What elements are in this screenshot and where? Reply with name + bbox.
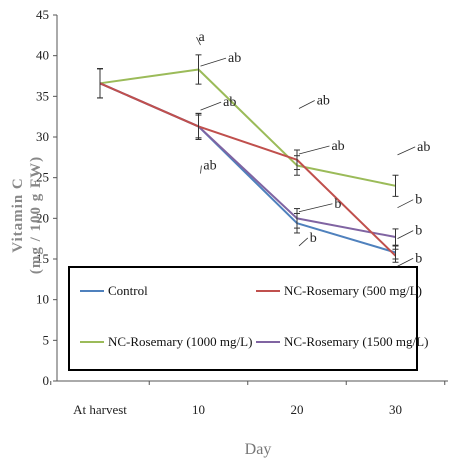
series-line (99, 82, 396, 239)
y-axis-label-line1: Vitamin C (10, 177, 26, 253)
y-axis-label: Vitamin C (mg / 100 g FW) (10, 156, 44, 274)
annotation-label: b (334, 197, 341, 212)
series-lines (99, 68, 397, 257)
error-bar (195, 112, 202, 140)
series-line (99, 82, 397, 257)
legend-label: NC-Rosemary (1000 mg/L) (108, 334, 252, 349)
annotation-leader (298, 203, 333, 213)
legend-item: NC-Rosemary (1500 mg/L) (256, 334, 428, 349)
error-bar (294, 155, 300, 176)
legend-item: Control (80, 283, 148, 298)
legend-label: Control (108, 283, 148, 298)
y-tick-label: 35 (36, 88, 49, 103)
y-tick-label: 45 (36, 7, 49, 22)
legend-label: NC-Rosemary (500 mg/L) (284, 283, 422, 298)
annotation-label: ab (223, 95, 236, 110)
y-tick-label: 5 (43, 332, 50, 347)
legend: Control NC-Rosemary (500 mg/L) NC-Rosemary… (68, 266, 428, 371)
error-bar (392, 174, 399, 197)
annotation-label: ab (331, 139, 344, 154)
annotation-leader (200, 165, 202, 174)
y-tick-label: 10 (36, 292, 49, 307)
axes: 0 5 10 15 20 25 30 35 40 45 At harvest 10 20 30 (36, 7, 448, 417)
annotation-leader (196, 36, 201, 46)
y-tick-label: 15 (36, 251, 49, 266)
annotation-label: ab (417, 140, 430, 155)
annotation-leader (298, 100, 315, 109)
series-line (99, 68, 396, 187)
x-axis-label: Day (245, 441, 272, 458)
annotation-label: b (415, 251, 422, 266)
error-bars (97, 54, 399, 263)
y-tick-label: 0 (43, 373, 50, 388)
annotation-label: ab (203, 159, 216, 174)
annotation-label: a (199, 30, 206, 45)
x-tick-label: 10 (192, 402, 205, 417)
annotation-label: b (310, 231, 317, 246)
annotation-label: b (415, 224, 422, 239)
x-tick-label: At harvest (73, 402, 127, 417)
error-bar (392, 228, 399, 246)
legend-label: NC-Rosemary (1500 mg/L) (284, 334, 428, 349)
y-tick-label: 30 (36, 129, 49, 144)
annotation-leader (397, 146, 416, 156)
annotation-leader (397, 199, 414, 209)
legend-item: NC-Rosemary (500 mg/L) (256, 283, 422, 298)
annotation-leader (200, 101, 222, 111)
error-bar (294, 208, 300, 229)
annotation-leader (397, 257, 414, 267)
legend-item: NC-Rosemary (1000 mg/L) (80, 334, 252, 349)
y-tick-label: 20 (36, 210, 49, 225)
x-tick-label: 30 (389, 402, 402, 417)
annotation-leader (298, 145, 330, 155)
error-bar (97, 68, 103, 99)
legend-box (68, 266, 418, 371)
y-axis-label-line2: (mg / 100 g FW) (28, 156, 44, 274)
annotation-label: b (415, 193, 422, 208)
annotation-label: ab (317, 93, 330, 108)
x-tick-label: 20 (291, 402, 304, 417)
annotation-leader (298, 237, 309, 247)
y-tick-label: 40 (36, 48, 49, 63)
annotation-label: ab (228, 51, 241, 66)
annotation-leader (200, 57, 227, 67)
error-bar (195, 54, 202, 85)
y-tick-label: 25 (36, 170, 49, 185)
series-line (99, 82, 396, 254)
annotation-leader (397, 230, 414, 239)
error-bar (392, 248, 399, 263)
